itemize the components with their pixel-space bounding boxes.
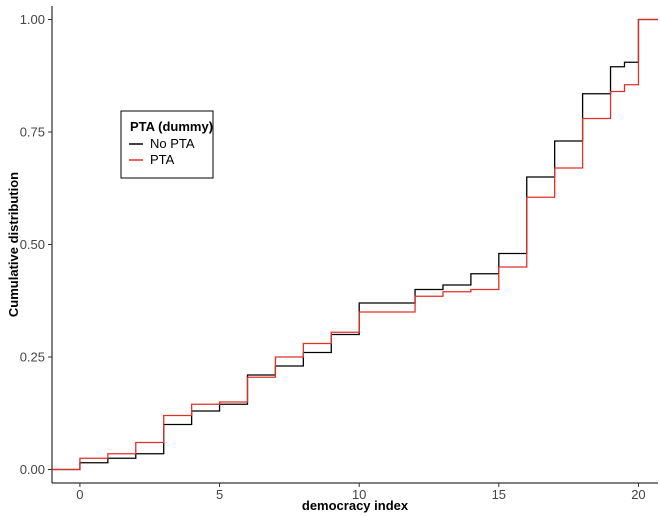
x-tick-label: 15 [492,487,506,502]
series-layer [52,18,658,471]
plot-area: 0 5 10 15 20 0.00 0.25 0.50 0.75 1.00 [20,6,658,502]
y-tick-label: 0.50 [20,237,45,252]
x-axis-ticks: 0 5 10 15 20 [76,483,646,502]
x-axis-title: democracy index [302,498,409,513]
x-tick-label: 20 [631,487,645,502]
y-tick-label: 1.00 [20,12,45,27]
y-axis-ticks: 0.00 0.25 0.50 0.75 1.00 [20,12,52,477]
x-tick-label: 5 [216,487,223,502]
y-tick-label: 0.75 [20,125,45,140]
y-tick-label: 0.25 [20,350,45,365]
x-tick-label: 10 [352,487,366,502]
x-tick-label: 0 [76,487,83,502]
y-axis-title: Cumulative distribution [6,172,21,317]
series-line-pta [52,18,658,471]
legend-label-pta: PTA [150,152,175,167]
series-line-no-pta [52,18,658,471]
y-tick-label: 0.00 [20,462,45,477]
legend-title: PTA (dummy) [130,119,213,134]
legend-label-no-pta: No PTA [150,136,195,151]
